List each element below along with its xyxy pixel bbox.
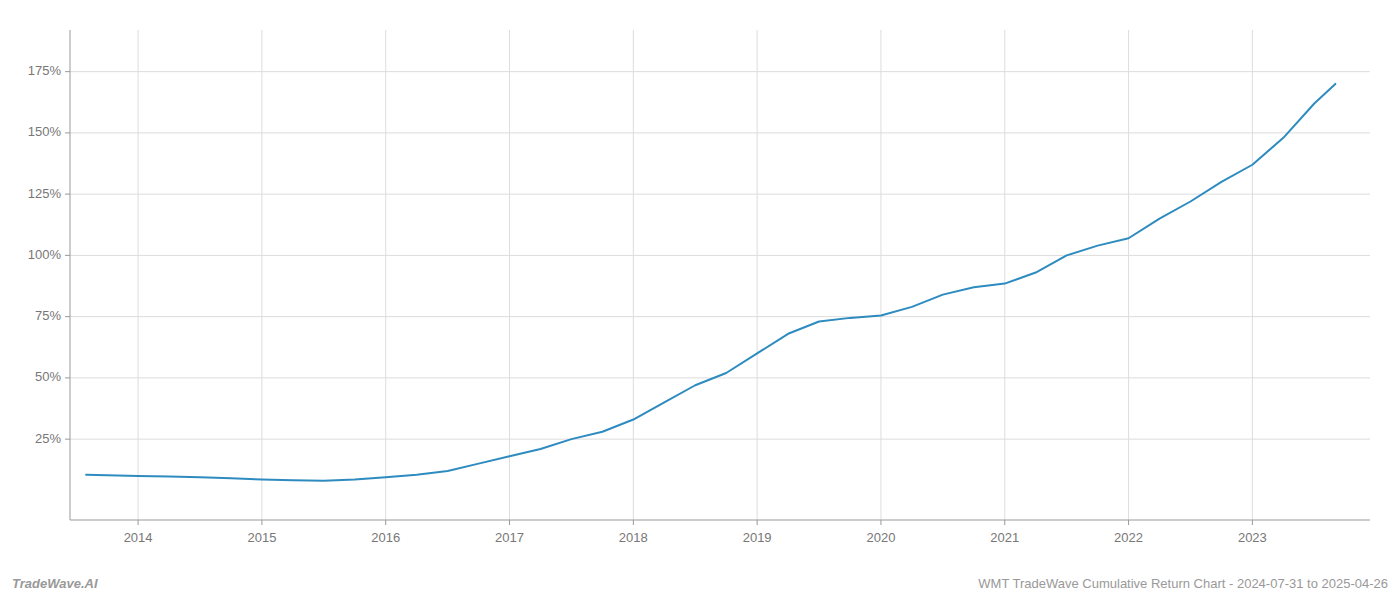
- y-tick: [65, 132, 70, 133]
- x-tick: [385, 520, 386, 525]
- footer-left: TradeWave.AI: [12, 576, 98, 591]
- plot-area: [86, 84, 1335, 481]
- x-grid-line: [261, 30, 262, 520]
- x-tick: [633, 520, 634, 525]
- x-tick-label: 2021: [990, 530, 1019, 545]
- grid: [70, 30, 1370, 520]
- y-tick: [65, 255, 70, 256]
- x-tick-label: 2023: [1238, 530, 1267, 545]
- y-grid-line: [70, 71, 1370, 72]
- x-grid-line: [1252, 30, 1253, 520]
- x-grid-line: [1004, 30, 1005, 520]
- background: [0, 0, 1400, 600]
- x-tick-label: 2014: [124, 530, 153, 545]
- x-tick: [1128, 520, 1129, 525]
- y-tick-label: 25%: [35, 431, 61, 446]
- footer-right: WMT TradeWave Cumulative Return Chart - …: [978, 576, 1388, 591]
- y-grid-line: [70, 132, 1370, 133]
- x-grid-line: [633, 30, 634, 520]
- x-tick-label: 2019: [743, 530, 772, 545]
- x-tick: [509, 520, 510, 525]
- y-grid-line: [70, 194, 1370, 195]
- axes: 25% 50% 75% 100% 125% 150% 175% 2014 2015 2016 201…: [28, 30, 1370, 545]
- x-grid-line: [757, 30, 758, 520]
- y-tick-label: 125%: [28, 186, 62, 201]
- y-grid-line: [70, 255, 1370, 256]
- y-tick-label: 50%: [35, 369, 61, 384]
- x-tick: [757, 520, 758, 525]
- x-tick: [138, 520, 139, 525]
- chart: 25% 50% 75% 100% 125% 150% 175% 2014 2015 2016 201…: [0, 0, 1400, 600]
- y-tick: [65, 71, 70, 72]
- y-tick-label: 175%: [28, 63, 62, 78]
- x-tick: [1004, 520, 1005, 525]
- y-grid-line: [70, 439, 1370, 440]
- x-axis-line: [70, 520, 1370, 521]
- x-tick-label: 2022: [1114, 530, 1143, 545]
- y-axis-line: [70, 30, 71, 520]
- x-grid-line: [138, 30, 139, 520]
- x-tick: [880, 520, 881, 525]
- page: {"chart_data": {"type": "line", "x": [20…: [0, 0, 1400, 600]
- x-grid-line: [880, 30, 881, 520]
- y-tick-label: 75%: [35, 308, 61, 323]
- y-tick-label: 150%: [28, 124, 62, 139]
- y-tick: [65, 194, 70, 195]
- data-line: [86, 84, 1335, 481]
- x-grid-line: [1128, 30, 1129, 520]
- x-tick-label: 2018: [619, 530, 648, 545]
- x-tick: [1252, 520, 1253, 525]
- y-grid-line: [70, 316, 1370, 317]
- y-tick: [65, 316, 70, 317]
- x-tick-label: 2015: [247, 530, 276, 545]
- x-tick: [261, 520, 262, 525]
- x-tick-label: 2017: [495, 530, 524, 545]
- y-tick: [65, 439, 70, 440]
- x-tick-label: 2016: [371, 530, 400, 545]
- x-tick-label: 2020: [866, 530, 895, 545]
- x-grid-line: [385, 30, 386, 520]
- y-grid-line: [70, 377, 1370, 378]
- y-tick-label: 100%: [28, 247, 62, 262]
- y-tick: [65, 377, 70, 378]
- x-grid-line: [509, 30, 510, 520]
